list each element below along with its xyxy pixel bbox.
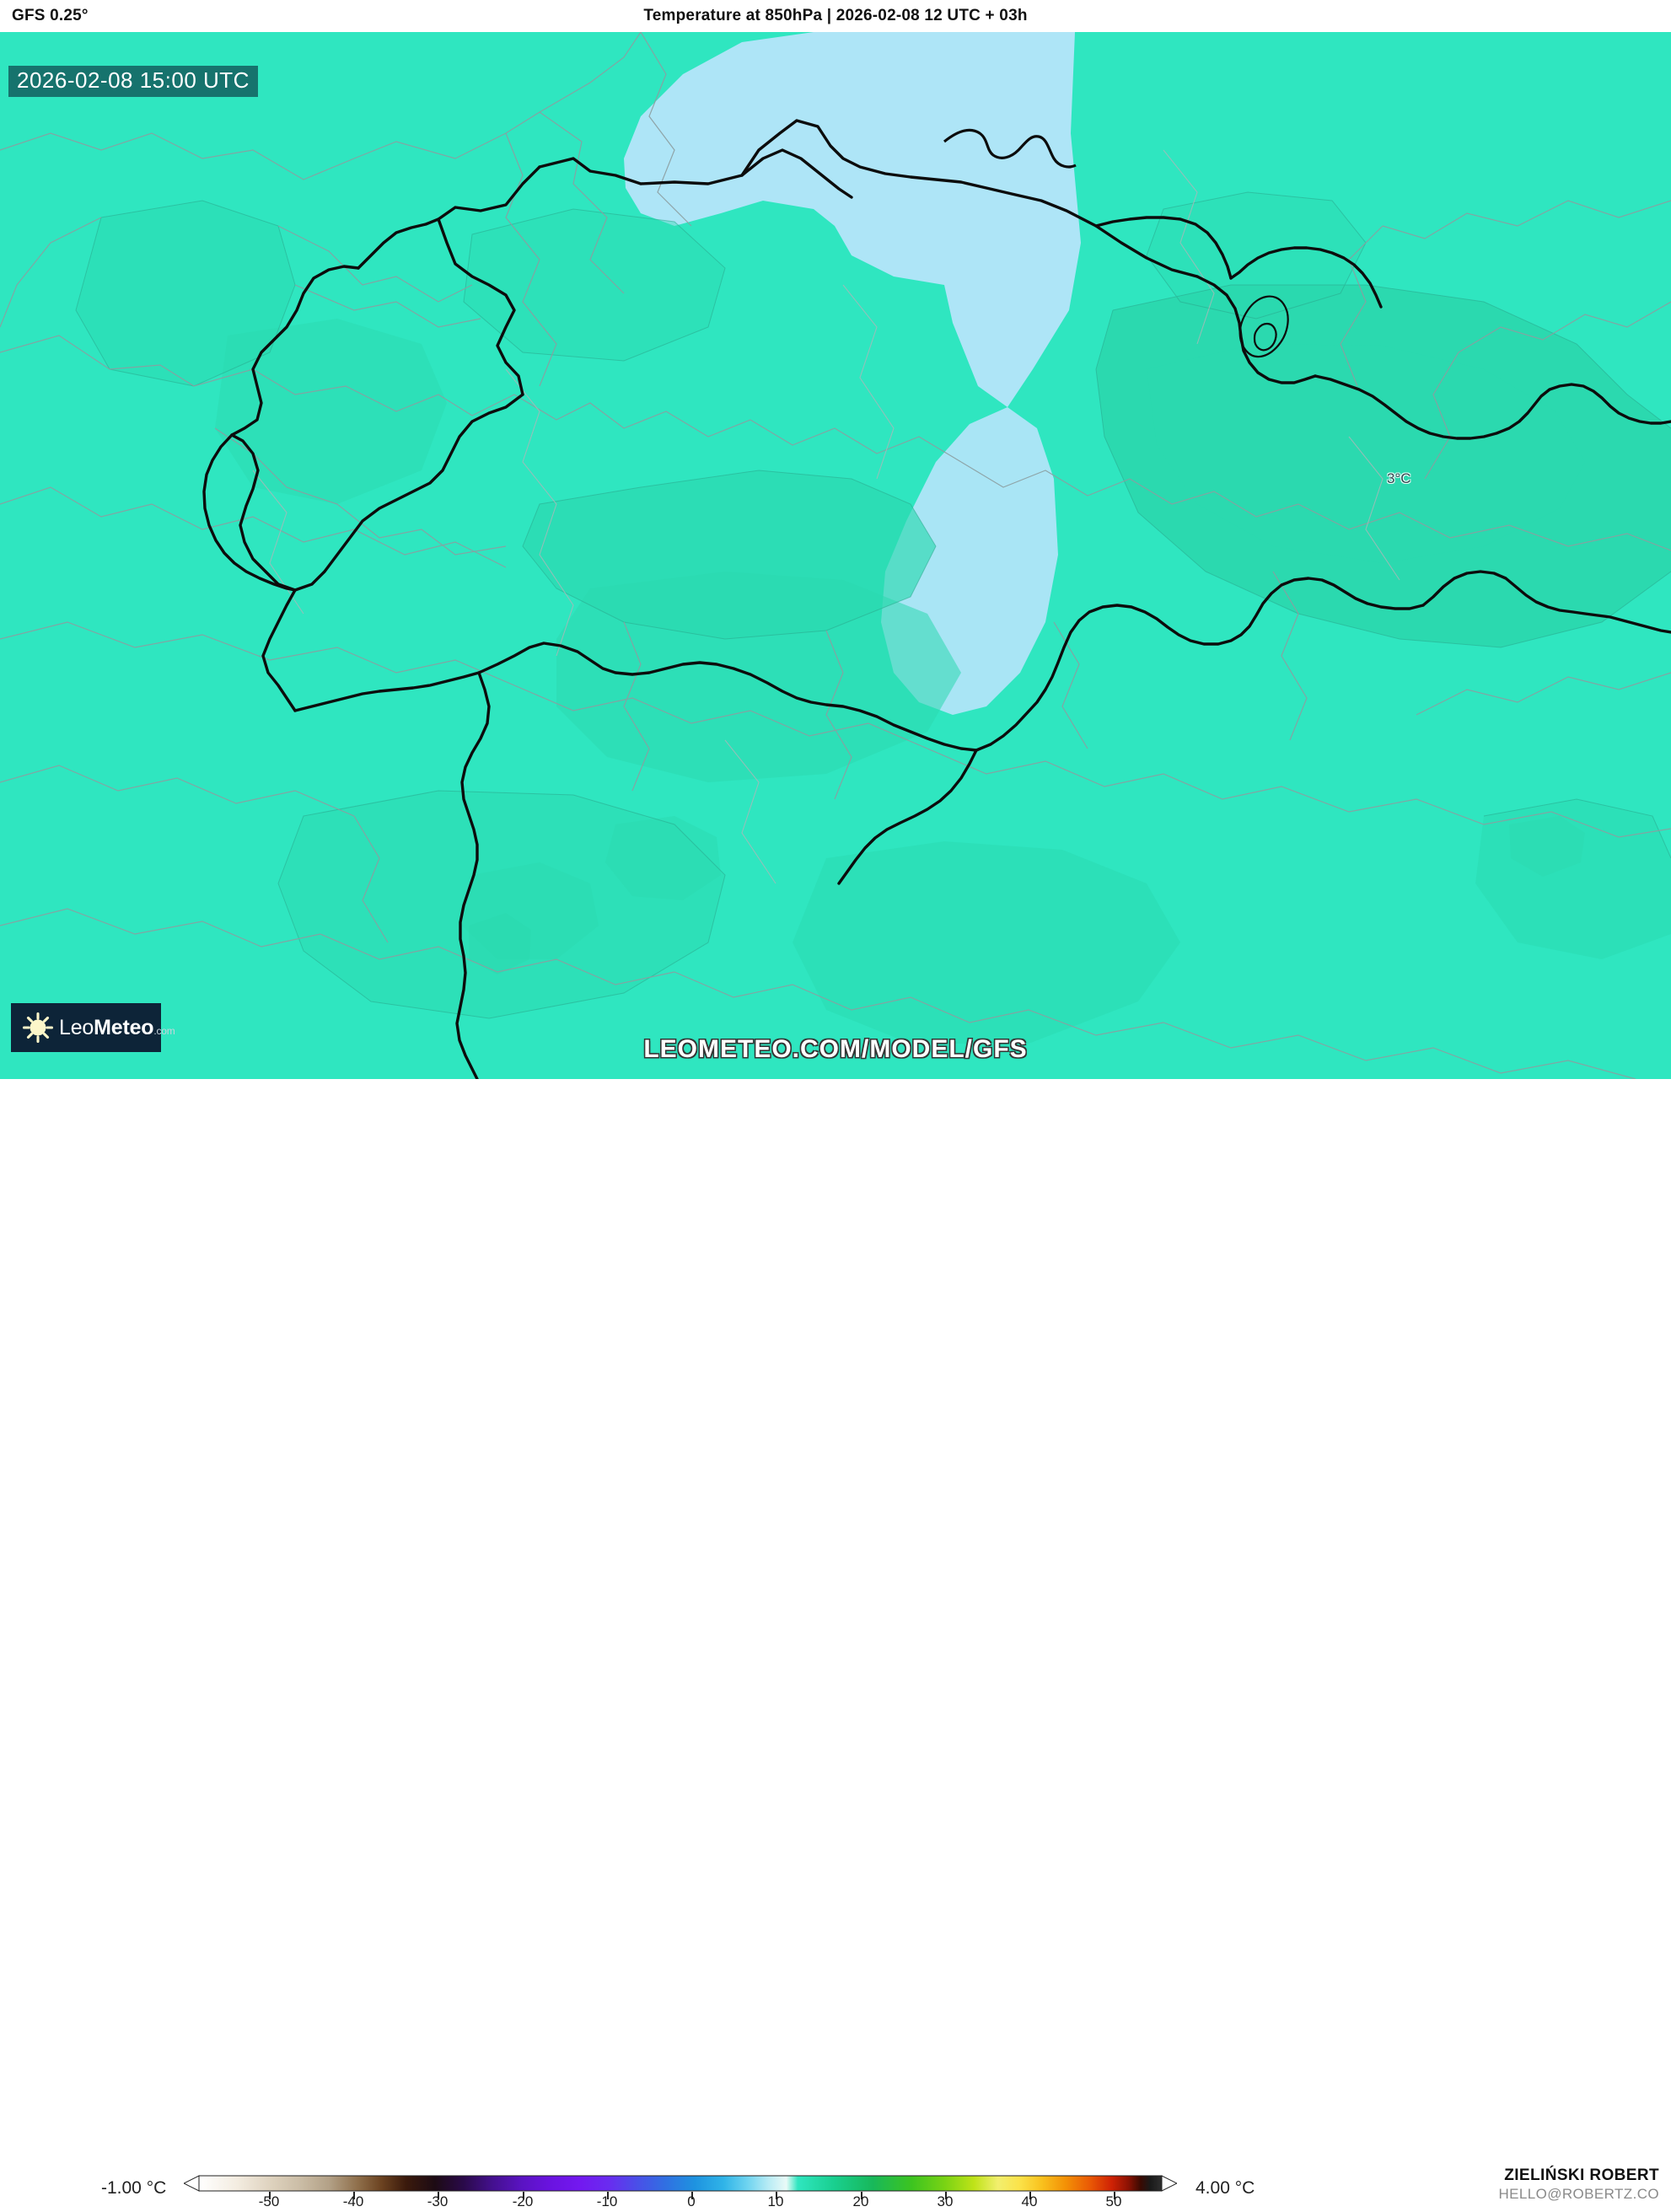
logo-text-meteo: Meteo — [94, 1015, 154, 1039]
colorbar-tick-label: -10 — [596, 2193, 618, 2209]
colorbar-tick-labels: -50 -40 -30 -20 -10 0 10 20 30 40 50 — [184, 2193, 1177, 2212]
leometeo-logo[interactable]: LeoMeteo.com — [11, 1003, 175, 1052]
colorbar-tick-label: 10 — [767, 2193, 784, 2209]
zone-west — [76, 201, 295, 386]
country-borders — [202, 119, 1671, 1079]
colorbar-max-value: 4.00 °C — [1195, 2178, 1255, 2198]
zone-sw-small-3 — [469, 913, 531, 974]
page-title: Temperature at 850hPa | 2026-02-08 12 UT… — [643, 7, 1028, 24]
zone-south-central — [793, 841, 1180, 1044]
logo-text-domain: .com — [153, 1024, 175, 1037]
zone-sw-small-2 — [605, 816, 721, 900]
page-footer: -1.00 °C 4.00 °C — [0, 1079, 1671, 2209]
region-boundaries — [0, 32, 1671, 1079]
sun-icon — [19, 1008, 57, 1047]
author-email[interactable]: HELLO@ROBERTZ.CO — [1498, 2186, 1659, 2202]
colorbar-tick-label: -50 — [258, 2193, 280, 2209]
colorbar-gradient — [182, 2175, 1179, 2192]
site-watermark: LEOMETEO.COM/MODEL/GFS — [643, 1035, 1028, 1063]
logo-text-leo: Leo — [59, 1015, 94, 1039]
isotherm-lines — [75, 191, 1671, 1019]
colorbar[interactable]: -50 -40 -30 -20 -10 0 10 20 30 40 50 — [182, 2175, 1179, 2209]
coastal-detail — [1238, 295, 1289, 358]
map-canvas[interactable]: 3°C — [0, 32, 1671, 1079]
colorbar-tick-label: 20 — [852, 2193, 869, 2209]
zone-west-2 — [215, 319, 447, 504]
temperature-contour-zones — [76, 32, 1671, 1044]
logo-text: LeoMeteo.com — [59, 1016, 175, 1040]
coastline-detail — [943, 128, 1077, 169]
hydrography-lines — [252, 149, 1400, 884]
timestamp-badge: 2026-02-08 15:00 UTC — [8, 66, 258, 98]
zone-se-small — [1509, 816, 1585, 877]
model-label: GFS 0.25° — [12, 7, 89, 24]
author-name: ZIELIŃSKI ROBERT — [1504, 2166, 1659, 2184]
zone-cold-sea — [624, 32, 1081, 407]
zone-warm-east-core — [1147, 344, 1585, 563]
temperature-annotation: 3°C — [1387, 470, 1411, 486]
map-svg — [0, 32, 1671, 1079]
colorbar-min-value: -1.00 °C — [101, 2178, 167, 2198]
colorbar-tick-label: 30 — [937, 2193, 954, 2209]
zone-mid-band-2 — [556, 572, 961, 782]
colorbar-tick-label: 50 — [1105, 2193, 1122, 2209]
colorbar-tick-label: -30 — [427, 2193, 449, 2209]
page-header: GFS 0.25° Temperature at 850hPa | 2026-0… — [0, 0, 1671, 32]
colorbar-tick-label: 40 — [1021, 2193, 1038, 2209]
colorbar-tick-label: 0 — [687, 2193, 696, 2209]
colorbar-tick-label: -40 — [342, 2193, 364, 2209]
colorbar-tick-label: -20 — [512, 2193, 534, 2209]
zone-northeast — [1147, 192, 1366, 319]
